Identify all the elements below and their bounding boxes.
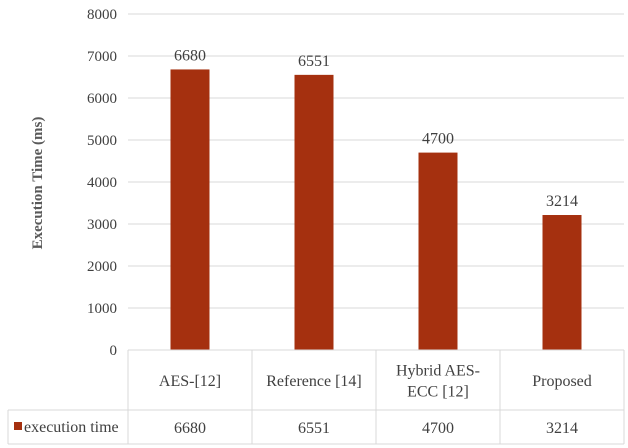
bar <box>170 69 210 350</box>
table-value: 3214 <box>546 420 578 437</box>
y-tick-label: 4000 <box>87 175 117 191</box>
category-label: AES-[12] <box>159 373 221 390</box>
y-tick-label: 1000 <box>87 301 117 317</box>
bar <box>294 74 334 350</box>
legend-label: execution time <box>24 419 119 436</box>
data-label: 3214 <box>546 193 578 210</box>
y-tick-label: 7000 <box>87 49 117 65</box>
table-value: 4700 <box>422 420 454 437</box>
y-axis-ticks: 0 1000 2000 3000 4000 5000 6000 7000 8000 <box>87 7 117 359</box>
y-tick-label: 6000 <box>87 91 117 107</box>
data-label: 4700 <box>422 131 454 148</box>
category-label: Hybrid AES- <box>396 363 480 380</box>
y-tick-label: 8000 <box>87 7 117 23</box>
data-labels: 6680 6551 4700 3214 <box>174 47 578 210</box>
table-value: 6680 <box>174 420 206 437</box>
data-label: 6551 <box>298 53 330 70</box>
data-table: AES-[12] Reference [14] Hybrid AES- ECC [12… <box>7 349 625 445</box>
category-label: Reference [14] <box>266 373 362 390</box>
table-value: 6551 <box>298 420 330 437</box>
gridlines <box>128 13 624 309</box>
y-tick-label: 2000 <box>87 259 117 275</box>
y-axis-label: Execution Time (ms) <box>30 117 46 250</box>
category-label: ECC [12] <box>407 384 469 401</box>
bars <box>170 69 582 350</box>
category-label: Proposed <box>532 373 592 390</box>
y-tick-label: 5000 <box>87 133 117 149</box>
legend-swatch <box>14 422 22 430</box>
bar <box>418 152 458 350</box>
bar <box>542 215 582 350</box>
y-tick-label: 3000 <box>87 217 117 233</box>
y-tick-label: 0 <box>110 343 118 359</box>
data-label: 6680 <box>174 47 206 64</box>
